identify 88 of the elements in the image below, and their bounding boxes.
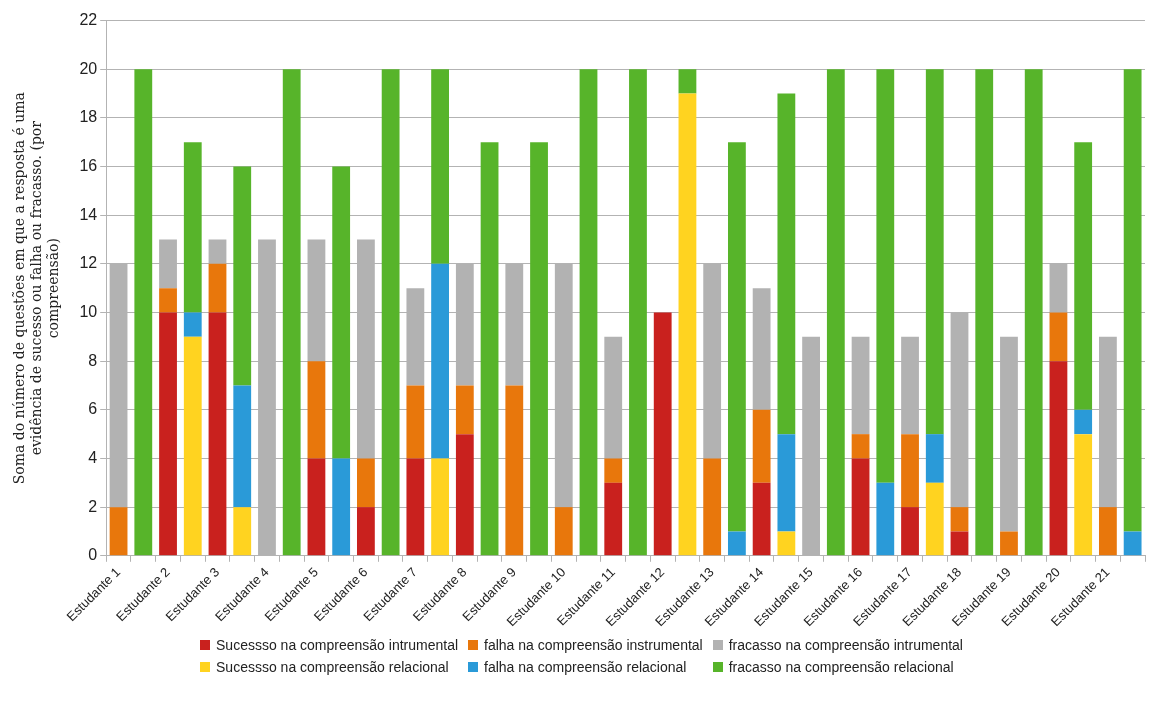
y-tick-label: 20 [79, 59, 98, 77]
bar [851, 458, 870, 556]
bar [728, 142, 746, 532]
bar [703, 458, 722, 556]
bar [629, 69, 647, 556]
bar [678, 69, 697, 94]
bar [233, 385, 252, 508]
bar [381, 69, 400, 556]
bar [208, 263, 227, 313]
bar [653, 312, 672, 556]
bar [1123, 531, 1142, 556]
bar [356, 458, 375, 508]
y-tick-label: 22 [79, 11, 98, 29]
bar [1024, 69, 1043, 556]
y-tick-label: 18 [79, 108, 98, 126]
bar [728, 531, 746, 556]
legend-label: falha na compreensão relacional [484, 659, 687, 675]
bar [925, 69, 944, 435]
bar [530, 142, 548, 556]
bar [282, 69, 301, 556]
bar [1123, 69, 1142, 532]
bar [1000, 531, 1018, 556]
bar [1074, 142, 1093, 410]
bar [752, 482, 771, 556]
y-tick-label: 16 [79, 156, 98, 174]
bar [183, 336, 202, 556]
bar [233, 166, 252, 386]
bar [1099, 507, 1117, 556]
bar [975, 69, 994, 556]
bar [950, 531, 969, 556]
bar [777, 93, 796, 435]
legend-label: fracasso na compreensão intrumental [728, 637, 963, 653]
bar [208, 312, 227, 556]
bar [1049, 312, 1068, 362]
bar [876, 69, 895, 483]
bar [307, 361, 326, 459]
bar [455, 434, 474, 556]
bar [950, 507, 969, 532]
bar [604, 482, 623, 556]
bar [678, 93, 697, 556]
y-tick-label: 10 [79, 302, 98, 320]
y-tick-label: 6 [88, 400, 98, 418]
bar [604, 458, 623, 483]
bar [505, 385, 524, 556]
bar [851, 434, 870, 459]
bar [109, 507, 128, 556]
bar [752, 409, 771, 483]
bar [183, 312, 202, 337]
bar [183, 142, 202, 313]
bar [159, 288, 177, 313]
y-tick-label: 14 [79, 205, 98, 223]
y-tick-label: 0 [88, 546, 98, 564]
y-tick-label: 2 [88, 497, 98, 515]
bar [876, 482, 895, 556]
bar [901, 507, 919, 556]
bar [777, 434, 796, 532]
bar [431, 69, 449, 264]
bar [1049, 361, 1068, 556]
bar [480, 142, 499, 556]
bar [925, 434, 944, 483]
bar [332, 458, 351, 556]
bar [307, 458, 326, 556]
bar [431, 263, 449, 459]
bar [406, 385, 425, 459]
bar [134, 69, 153, 556]
y-tick-label: 8 [88, 351, 98, 369]
legend-label: falha na compreensão instrumental [484, 637, 703, 653]
bar [777, 531, 796, 556]
bar [233, 507, 252, 556]
bar [554, 507, 573, 556]
bar [925, 482, 944, 556]
bar [406, 458, 425, 556]
y-axis-title: Soma do número de questões em que a resposta é uma evidência de sucesso ou falha ou fracasso. (por compreensão) [11, 92, 61, 485]
bar [1074, 409, 1093, 435]
y-tick-label: 12 [79, 254, 98, 272]
bar [826, 69, 845, 556]
legend-label: fracasso na compreensão relacional [728, 659, 954, 675]
bar [1074, 434, 1093, 556]
bar [332, 166, 351, 459]
bar [579, 69, 598, 556]
bar [431, 458, 449, 556]
bar [455, 385, 474, 435]
bar [901, 434, 919, 508]
legend-label: Sucessso na compreensão relacional [216, 659, 449, 675]
legend-label: Sucessso na compreensão intrumental [216, 637, 459, 653]
bar [356, 507, 375, 556]
y-tick-label: 4 [88, 448, 98, 466]
bar [159, 312, 177, 556]
